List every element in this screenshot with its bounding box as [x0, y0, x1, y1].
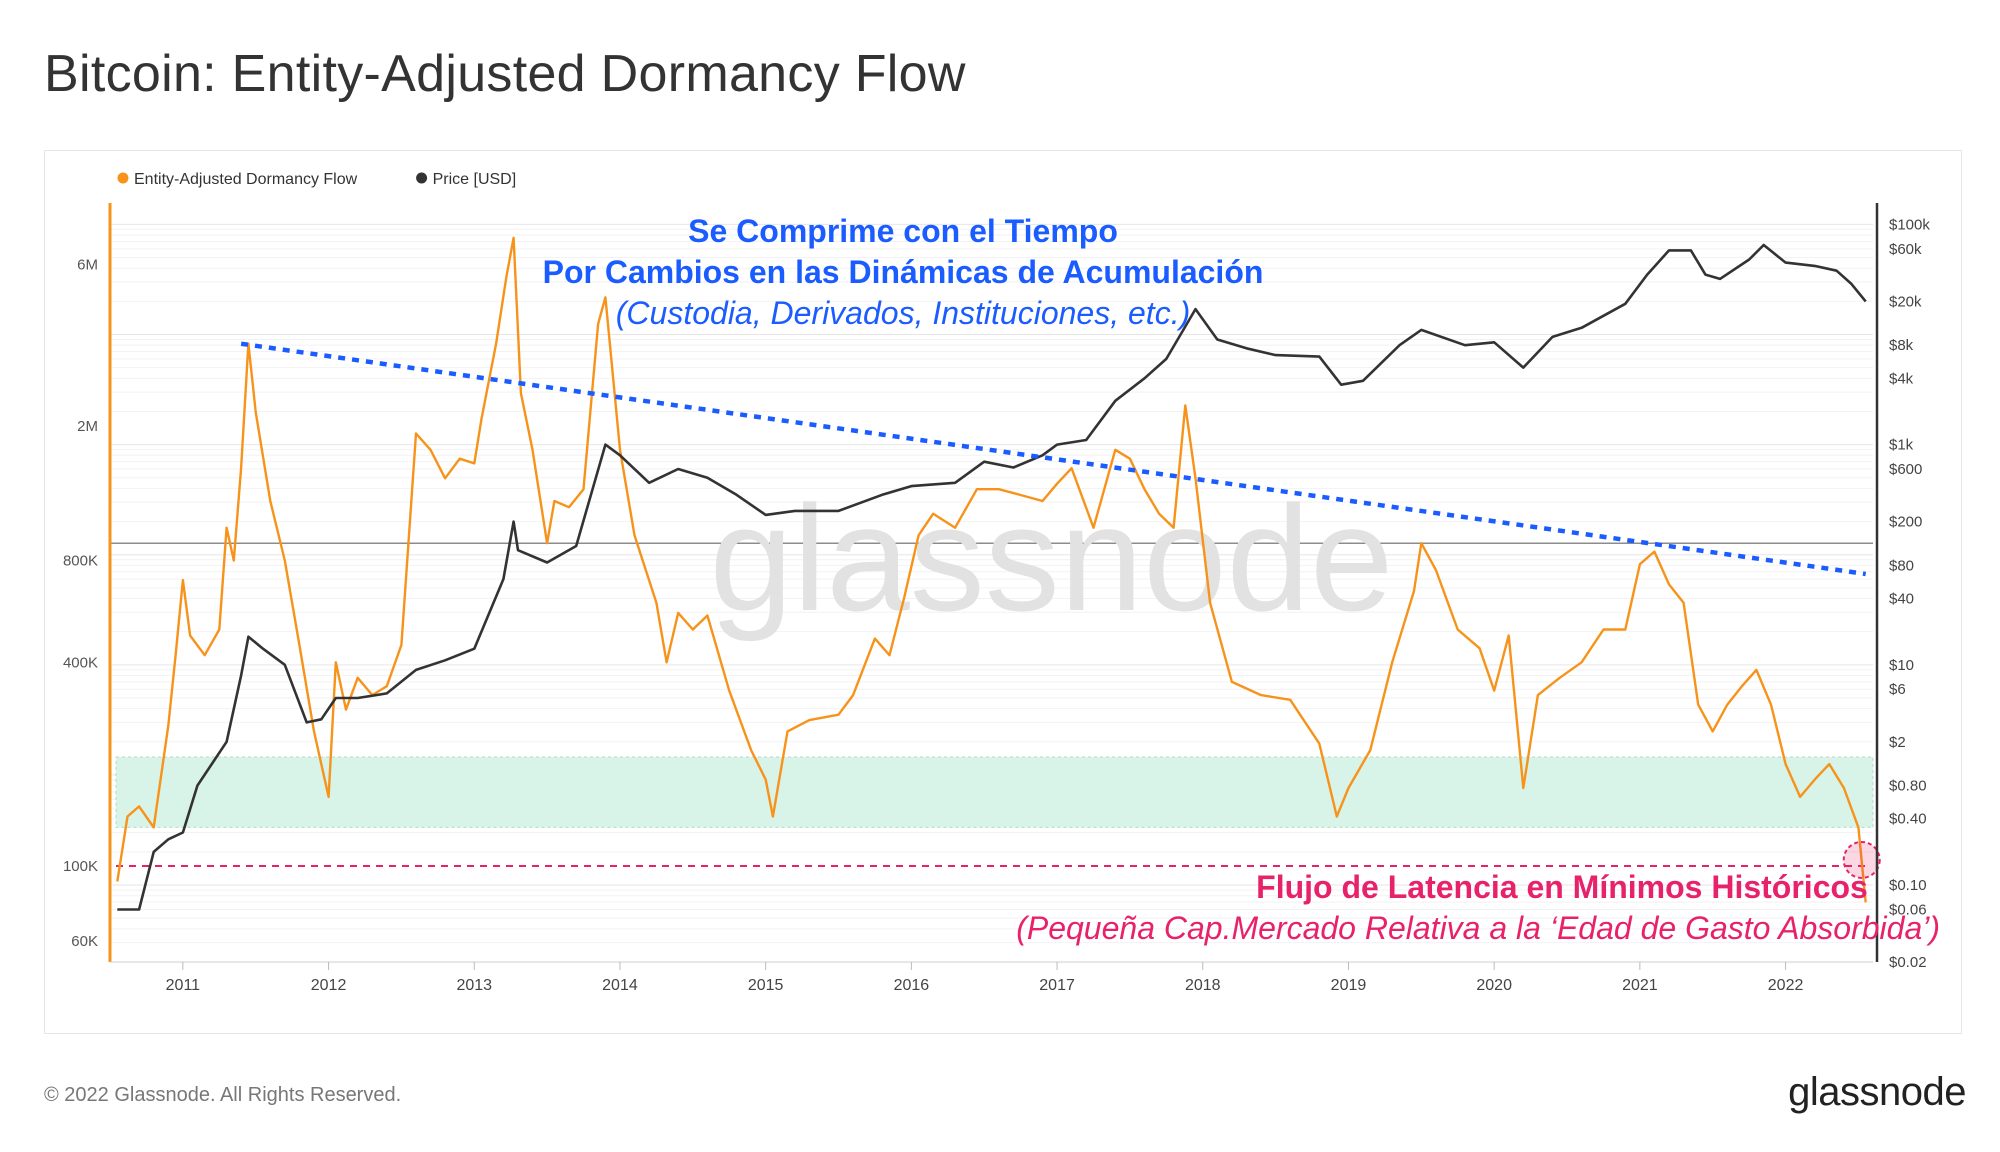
copyright-text: © 2022 Glassnode. All Rights Reserved.: [44, 1084, 402, 1106]
x-tick-label: 2012: [311, 977, 347, 994]
x-tick-label: 2015: [748, 977, 784, 994]
left-tick-label: 800K: [63, 553, 98, 570]
price-series-line: [117, 243, 1867, 911]
right-tick-label: $200: [1889, 514, 1922, 531]
right-tick-label: $4k: [1889, 370, 1914, 387]
legend-dot: [117, 172, 129, 184]
chart-frame: [44, 150, 1962, 1034]
right-tick-label: $80: [1889, 557, 1914, 574]
legend-label: Entity-Adjusted Dormancy Flow: [134, 171, 358, 188]
left-tick-label: 100K: [63, 858, 98, 875]
left-tick-label: 2M: [77, 418, 98, 435]
right-tick-label: $1k: [1889, 437, 1914, 454]
right-tick-label: $60k: [1889, 241, 1922, 258]
right-tick-label: $6: [1889, 681, 1906, 698]
x-tick-label: 2018: [1185, 977, 1221, 994]
watermark: glassnode: [710, 474, 1394, 642]
legend-label: Price [USD]: [433, 171, 517, 188]
annotation-top-line3: (Custodia, Derivados, Instituciones, etc…: [616, 295, 1190, 331]
x-tick-label: 2011: [166, 977, 201, 994]
legend: Entity-Adjusted Dormancy Flow Price [USD]: [117, 171, 517, 188]
x-tick-label: 2020: [1476, 977, 1512, 994]
brand-logo: glassnode: [1788, 1070, 1966, 1114]
right-tick-label: $20k: [1889, 293, 1922, 310]
right-tick-label: $0.40: [1889, 811, 1927, 828]
annotation-top-line1: Se Comprime con el Tiempo: [688, 213, 1118, 249]
historic-low-marker: [1842, 840, 1881, 879]
right-tick-label: $40: [1889, 591, 1914, 608]
x-tick-label: 2022: [1768, 977, 1804, 994]
band-zone: [115, 756, 1874, 828]
left-tick-label: 6M: [77, 257, 98, 274]
x-tick-label: 2016: [894, 977, 930, 994]
annotation-bottom-line2: (Pequeña Cap.Mercado Relativa a la ‘Edad…: [1016, 910, 1940, 946]
x-tick-label: 2017: [1039, 977, 1075, 994]
right-tick-label: $0.80: [1889, 778, 1927, 795]
right-tick-label: $0.02: [1889, 954, 1927, 971]
right-tick-label: $8k: [1889, 337, 1914, 354]
x-tick-label: 2019: [1331, 977, 1367, 994]
dormancy-flow-series-line: [116, 236, 1867, 903]
right-tick-label: $0.10: [1889, 877, 1927, 894]
right-tick-label: $100k: [1889, 216, 1930, 233]
x-axis-ticks: 2011 2012 2013 2014 2015 2016 2017 2018 2019 2020…: [166, 962, 1804, 994]
right-axis-ticks: $100k $60k $20k $8k $4k $1k $600 $200 $80 $40 $10 $…: [1889, 216, 1930, 971]
right-tick-label: $10: [1889, 657, 1914, 674]
page-title: Bitcoin: Entity-Adjusted Dormancy Flow: [44, 45, 966, 103]
legend-dot: [416, 172, 428, 184]
x-tick-label: 2021: [1622, 977, 1658, 994]
left-axis-ticks: 6M 2M 800K 400K 100K 60K: [63, 257, 98, 950]
right-tick-label: $2: [1889, 734, 1906, 751]
left-tick-label: 60K: [71, 933, 98, 950]
x-tick-label: 2014: [602, 977, 638, 994]
annotation-top-line2: Por Cambios en las Dinámicas de Acumulac…: [543, 254, 1264, 290]
right-tick-label: $0.06: [1889, 901, 1927, 918]
left-tick-label: 400K: [63, 654, 98, 671]
x-tick-label: 2013: [456, 977, 492, 994]
right-tick-label: $600: [1889, 461, 1922, 478]
annotation-bottom-line1: Flujo de Latencia en Mínimos Históricos: [1256, 869, 1868, 905]
